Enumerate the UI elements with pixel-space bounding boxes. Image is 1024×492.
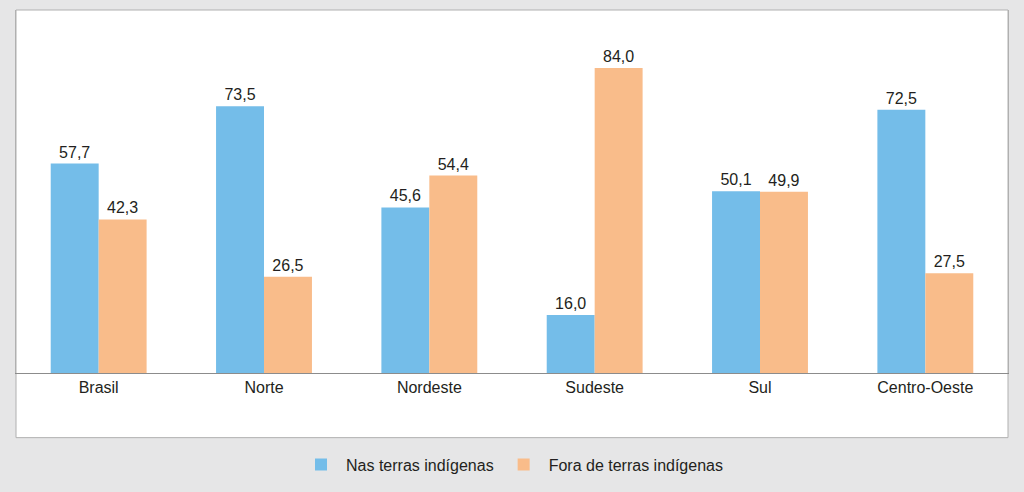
svg-text:84,0: 84,0 bbox=[603, 48, 634, 65]
svg-text:Nas terras indígenas: Nas terras indígenas bbox=[346, 457, 494, 474]
svg-text:54,4: 54,4 bbox=[438, 156, 469, 173]
svg-text:72,5: 72,5 bbox=[886, 90, 917, 107]
svg-text:Centro-Oeste: Centro-Oeste bbox=[877, 379, 973, 396]
svg-text:Sul: Sul bbox=[748, 379, 771, 396]
svg-text:Nordeste: Nordeste bbox=[397, 379, 462, 396]
svg-text:Sudeste: Sudeste bbox=[565, 379, 624, 396]
svg-text:Brasil: Brasil bbox=[79, 379, 119, 396]
svg-text:26,5: 26,5 bbox=[272, 257, 303, 274]
svg-text:57,7: 57,7 bbox=[59, 144, 90, 161]
svg-text:42,3: 42,3 bbox=[107, 199, 138, 216]
svg-text:45,6: 45,6 bbox=[390, 187, 421, 204]
svg-text:27,5: 27,5 bbox=[934, 253, 965, 270]
svg-text:49,9: 49,9 bbox=[768, 172, 799, 189]
svg-text:16,0: 16,0 bbox=[555, 295, 586, 312]
svg-text:50,1: 50,1 bbox=[720, 171, 751, 188]
svg-text:73,5: 73,5 bbox=[224, 86, 255, 103]
svg-text:Norte: Norte bbox=[244, 379, 283, 396]
svg-text:Fora de terras indígenas: Fora de terras indígenas bbox=[549, 457, 723, 474]
